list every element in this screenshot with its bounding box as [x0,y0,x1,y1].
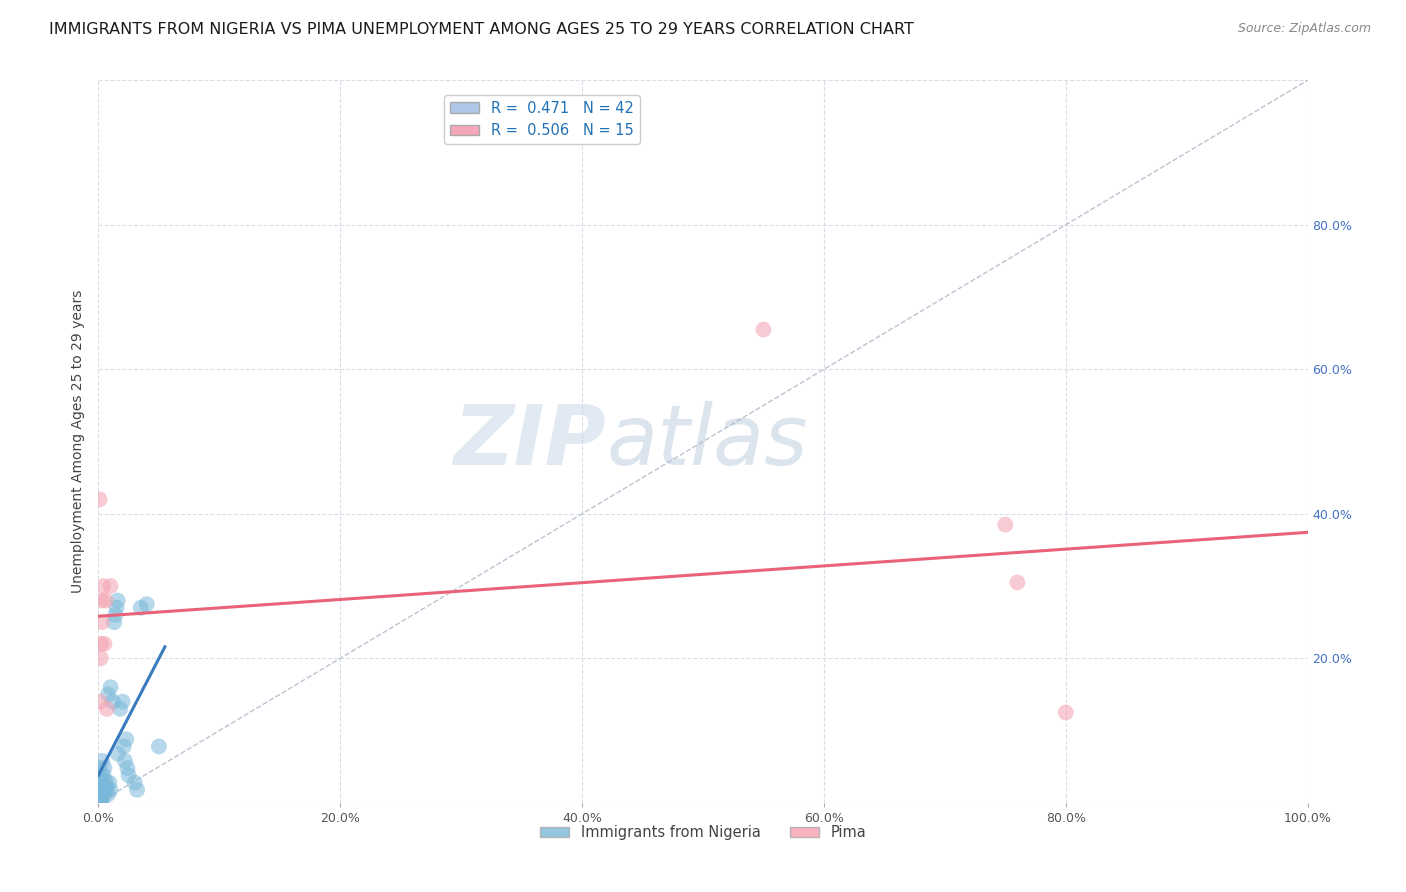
Point [127,782,149,797]
Point [89,695,111,709]
Point [135,597,157,611]
Point [91,794,114,808]
Point [91,782,114,797]
Point [101,695,124,709]
Y-axis label: Unemployment Among Ages 25 to 29 years: Unemployment Among Ages 25 to 29 years [72,290,86,593]
Point [96,780,118,794]
Point [107,747,129,761]
Point [90,768,112,782]
Point [114,754,136,768]
Text: IMMIGRANTS FROM NIGERIA VS PIMA UNEMPLOYMENT AMONG AGES 25 TO 29 YEARS CORRELATI: IMMIGRANTS FROM NIGERIA VS PIMA UNEMPLOY… [49,22,914,37]
Point [90,794,112,808]
Point [97,787,120,801]
Point [752,322,775,336]
Point [994,517,1017,532]
Point [91,593,114,607]
Point [103,615,125,630]
Point [115,732,138,747]
Point [89,794,111,808]
Point [89,761,111,775]
Point [91,579,114,593]
Point [93,780,115,794]
Point [94,593,117,607]
Point [100,782,122,797]
Point [129,600,152,615]
Point [111,695,134,709]
Point [94,781,117,796]
Point [93,787,115,801]
Point [94,774,117,789]
Point [90,651,112,665]
Point [107,593,129,607]
Point [90,781,112,796]
Text: Source: ZipAtlas.com: Source: ZipAtlas.com [1237,22,1371,36]
Point [1054,706,1077,720]
Point [104,607,127,622]
Point [97,687,120,701]
Point [108,702,131,716]
Point [118,768,141,782]
Point [124,775,146,789]
Point [148,739,170,754]
Point [89,774,111,789]
Point [90,637,112,651]
Point [100,579,122,593]
Point [112,739,135,754]
Point [89,794,111,808]
Point [91,768,114,782]
Point [117,761,139,775]
Point [105,600,128,615]
Point [91,789,114,803]
Point [98,775,121,789]
Point [93,637,115,651]
Point [91,775,114,789]
Point [1007,575,1029,590]
Point [93,761,115,775]
Text: ZIP: ZIP [454,401,606,482]
Point [91,615,114,630]
Point [91,754,114,768]
Point [96,702,118,716]
Text: atlas: atlas [606,401,808,482]
Legend: Immigrants from Nigeria, Pima: Immigrants from Nigeria, Pima [534,820,872,847]
Point [100,680,122,694]
Point [89,492,111,507]
